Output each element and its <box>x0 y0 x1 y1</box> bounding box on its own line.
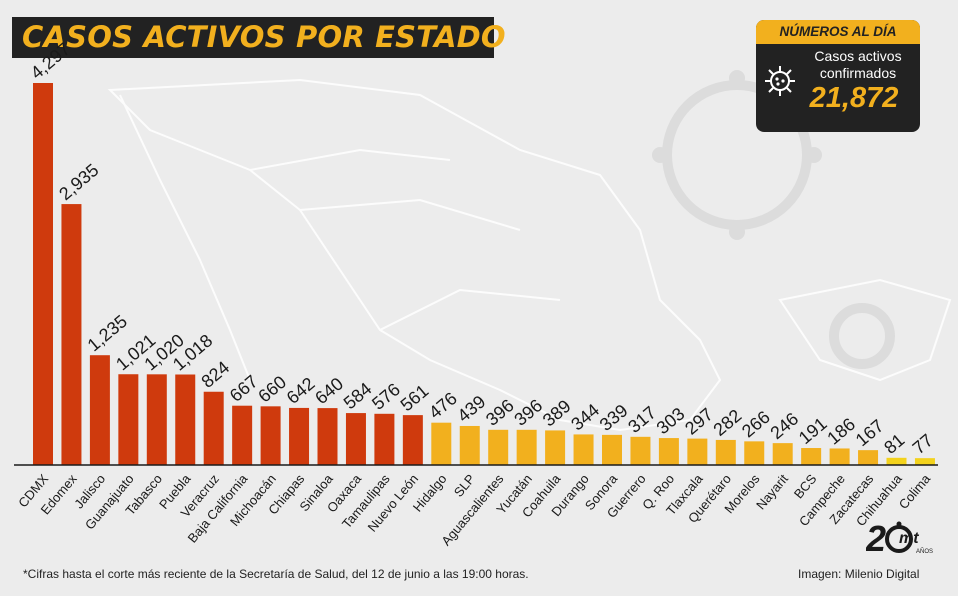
bar-value-label: 4,297 <box>27 39 74 83</box>
bar <box>402 415 423 465</box>
bar-value-label: 660 <box>254 372 290 407</box>
bar-value-label: 640 <box>311 374 347 409</box>
bar <box>61 204 82 465</box>
bar <box>687 438 708 465</box>
bar-value-label: 339 <box>596 400 632 435</box>
summary-header: NÚMEROS AL DÍA <box>756 20 920 44</box>
bar <box>232 405 253 465</box>
bar <box>203 391 224 465</box>
bar <box>829 448 850 465</box>
image-credit: Imagen: Milenio Digital <box>798 567 920 581</box>
bar <box>289 407 310 465</box>
bar-value-label: 266 <box>738 407 774 442</box>
summary-label: Casos activos confirmados <box>814 48 902 81</box>
bar-value-label: 576 <box>368 379 404 414</box>
footnote: *Cifras hasta el corte más reciente de l… <box>23 567 529 581</box>
bar-value-label: 317 <box>624 402 660 437</box>
bar <box>545 430 566 465</box>
bar-value-label: 439 <box>453 391 489 426</box>
svg-text:2: 2 <box>866 518 886 559</box>
bar <box>146 374 167 465</box>
bar <box>317 408 338 465</box>
bar-value-label: 246 <box>766 409 802 444</box>
summary-card: NÚMEROS AL DÍA Casos activos confirmados… <box>756 20 920 132</box>
bar-value-label: 824 <box>197 357 233 392</box>
bar <box>801 448 822 465</box>
bar <box>89 355 110 465</box>
chart-title: CASOS ACTIVOS POR ESTADO <box>22 20 506 54</box>
bar-value-label: 186 <box>823 414 859 449</box>
bar-value-label: 282 <box>710 405 746 440</box>
bar <box>374 413 395 465</box>
bar <box>858 450 879 465</box>
bar <box>516 429 537 465</box>
title-bar <box>12 17 494 58</box>
bar-value-label: 389 <box>539 396 575 431</box>
svg-text:AÑOS: AÑOS <box>916 548 933 555</box>
category-label: Colima <box>896 471 934 512</box>
virus-icon <box>765 66 795 96</box>
bar <box>630 436 651 465</box>
bar <box>715 439 736 465</box>
bar <box>260 406 281 465</box>
bar-value-label: 297 <box>681 404 717 439</box>
bar <box>744 441 765 465</box>
bar <box>772 443 793 465</box>
bar <box>658 438 679 465</box>
category-label: Nayarit <box>753 471 791 512</box>
bar <box>914 458 935 465</box>
bar <box>459 425 480 465</box>
bar <box>886 457 907 465</box>
bar <box>345 413 366 465</box>
summary-value: 21,872 <box>809 82 899 114</box>
bar-value-label: 77 <box>909 430 937 458</box>
bar-value-label: 2,935 <box>55 160 102 204</box>
bar-value-label: 476 <box>425 388 461 423</box>
bar <box>175 374 196 465</box>
bar <box>431 422 452 465</box>
bar <box>118 374 139 465</box>
bar-value-label: 81 <box>880 430 908 458</box>
svg-text:mt: mt <box>899 530 919 547</box>
bar <box>573 434 594 465</box>
milenio-20-logo: 2 mt AÑOS <box>866 518 933 559</box>
bar <box>488 429 509 465</box>
bar <box>33 83 53 465</box>
bar <box>602 434 622 465</box>
